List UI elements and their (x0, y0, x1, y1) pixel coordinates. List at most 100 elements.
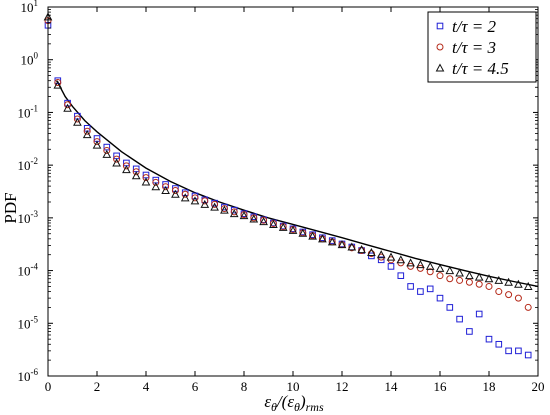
data-point-triangle (386, 252, 396, 261)
data-point-triangle (269, 219, 278, 228)
data-point-circle (103, 146, 111, 154)
data-point-triangle (171, 189, 180, 198)
data-point-triangle (239, 211, 249, 220)
legend-marker-circle (436, 43, 444, 51)
data-point-circle (93, 138, 101, 146)
data-point-triangle (337, 240, 347, 249)
data-point-circle (456, 276, 464, 284)
data-point-triangle (416, 260, 425, 269)
data-point-triangle (298, 228, 308, 237)
data-point-triangle (523, 281, 533, 290)
legend-box (427, 11, 537, 83)
data-point-circle (132, 168, 140, 176)
legend-marker-square (436, 22, 444, 30)
data-point-triangle (347, 242, 357, 251)
data-point-square (446, 304, 454, 311)
data-point-circle (142, 174, 150, 182)
x-tick-label: 6 (192, 379, 199, 394)
data-point-triangle (474, 272, 484, 281)
data-point-circle (83, 127, 91, 135)
data-point-square (485, 335, 493, 343)
x-tick-label: 8 (241, 379, 248, 394)
data-point-triangle (259, 217, 268, 226)
data-point-triangle (494, 275, 504, 284)
data-point-triangle (151, 182, 161, 191)
data-point-triangle (53, 80, 63, 89)
data-point-circle (514, 294, 522, 302)
data-point-triangle (249, 214, 259, 223)
legend-label: t/τ = 2 (452, 17, 497, 36)
data-point-circle (122, 162, 130, 170)
data-point-triangle (308, 231, 317, 240)
x-tick-label: 12 (336, 379, 349, 394)
data-point-circle (220, 205, 228, 213)
data-point-triangle (445, 266, 455, 275)
x-axis-label: εθ/(εθ)rms (264, 392, 324, 414)
data-point-circle (152, 178, 160, 186)
data-point-triangle (357, 245, 366, 254)
data-point-circle (475, 280, 483, 288)
data-point-square (515, 347, 522, 355)
data-point-circle (485, 282, 493, 290)
data-point-circle (54, 78, 62, 86)
data-point-triangle (406, 258, 415, 267)
data-point-square (505, 347, 512, 355)
data-point-circle (505, 291, 513, 299)
data-point-triangle (63, 103, 72, 112)
x-tick-label: 4 (143, 379, 150, 394)
data-point-circle (171, 187, 179, 195)
data-point-triangle (435, 263, 445, 272)
data-point-square (466, 328, 473, 335)
data-point-circle (211, 200, 219, 208)
data-point-circle (446, 275, 454, 283)
data-point-triangle (122, 165, 131, 174)
data-point-triangle (161, 185, 170, 195)
data-point-square (387, 263, 395, 270)
data-point-triangle (367, 247, 376, 257)
data-point-circle (230, 208, 238, 216)
legend: t/τ = 2 t/τ = 3 t/τ = 4.5 (427, 11, 537, 83)
data-point-triangle (210, 202, 219, 211)
data-point-square (377, 256, 385, 264)
data-point-circle (358, 247, 366, 255)
data-point-triangle (327, 237, 337, 246)
legend-marker-triangle (435, 63, 445, 72)
data-point-triangle (278, 222, 288, 231)
data-point-circle (407, 262, 415, 270)
data-point-triangle (102, 149, 112, 158)
data-point-triangle (288, 225, 298, 234)
y-tick-label: 10-4 (18, 262, 39, 279)
legend-label: t/τ = 4.5 (452, 59, 509, 78)
data-point-triangle (73, 117, 82, 126)
data-point-square (495, 340, 503, 348)
data-point-circle (426, 268, 434, 276)
data-point-circle (416, 264, 424, 272)
x-tick-label: 10 (287, 379, 300, 394)
y-tick-label: 10-5 (18, 314, 39, 331)
data-point-triangle (318, 234, 327, 243)
data-point-triangle (141, 177, 151, 186)
data-point-square (456, 315, 463, 323)
data-point-triangle (220, 205, 229, 214)
data-point-triangle (465, 271, 474, 280)
data-point-square (524, 351, 532, 359)
y-axis-label: PDF (1, 192, 20, 223)
data-point-triangle (180, 193, 190, 202)
data-point-triangle (131, 171, 141, 180)
y-tick-label: 10-1 (18, 103, 39, 120)
data-point-circle (348, 244, 356, 252)
x-tick-label: 20 (532, 379, 545, 394)
x-tick-label: 14 (385, 379, 399, 394)
data-point-circle (524, 303, 532, 311)
data-point-square (417, 288, 424, 295)
y-tick-label: 100 (21, 51, 39, 68)
data-point-circle (191, 194, 199, 202)
data-point-square (475, 310, 483, 318)
data-point-circle (201, 197, 209, 205)
data-point-square (426, 285, 434, 293)
data-point-circle (465, 278, 473, 286)
x-tick-label: 2 (94, 379, 101, 394)
y-tick-label: 10-3 (18, 209, 39, 226)
y-tick-label: 10-2 (18, 156, 39, 173)
